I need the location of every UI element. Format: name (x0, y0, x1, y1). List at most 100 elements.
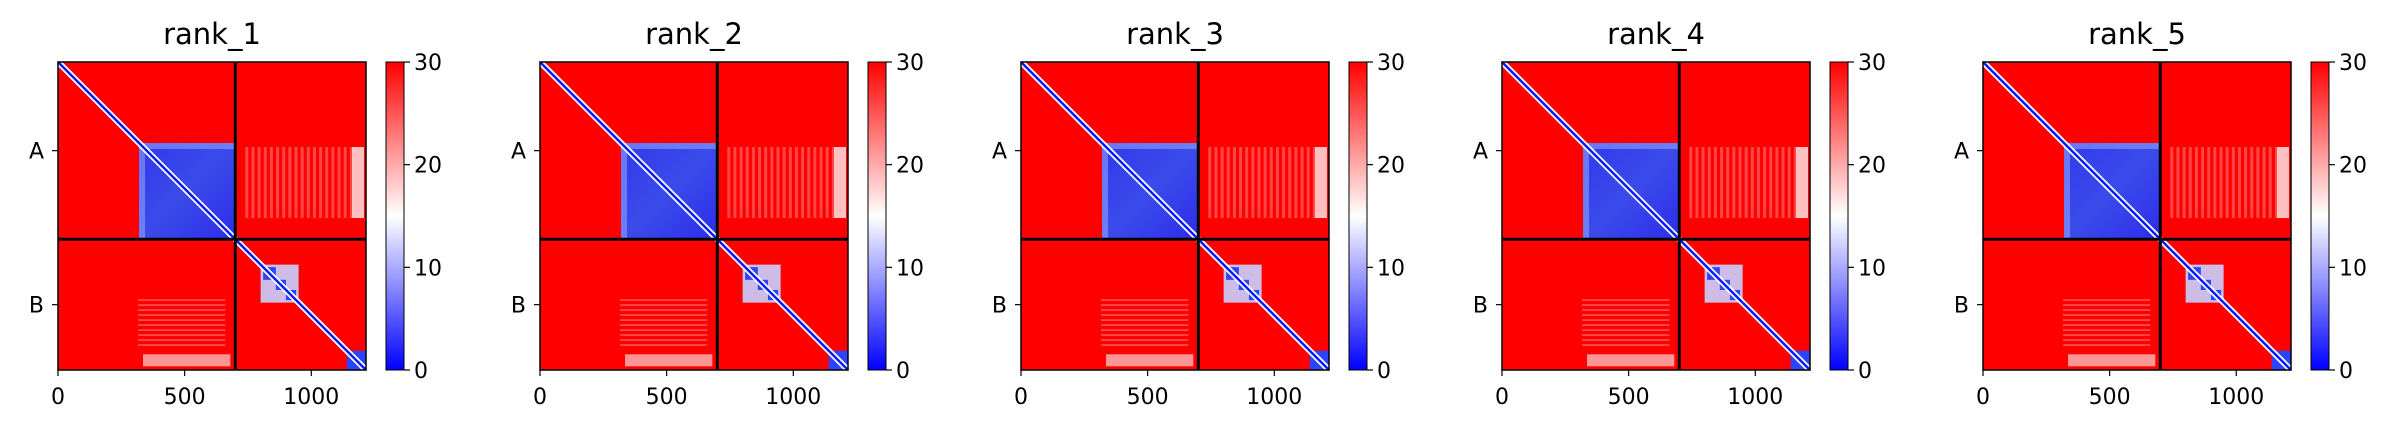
texture-stripe (2256, 147, 2260, 219)
texture-stripe (138, 304, 226, 306)
texture-stripe (2063, 334, 2151, 336)
texture-stripe (834, 147, 846, 219)
texture-stripe (1232, 147, 1236, 219)
x-tick-label: 0 (1976, 385, 1990, 410)
texture-stripe (1101, 329, 1189, 331)
texture-stripe (813, 147, 817, 219)
block-edge (1102, 143, 1199, 150)
colorbar-tick-label: 20 (2339, 154, 2367, 179)
texture-stripe (1582, 314, 1670, 316)
texture-stripe (2219, 147, 2223, 219)
texture-stripe (620, 299, 708, 301)
texture-stripe (620, 324, 708, 326)
texture-stripe (1781, 147, 1785, 219)
texture-stripe (2063, 314, 2151, 316)
texture-stripe (1101, 334, 1189, 336)
texture-stripe (2182, 147, 2186, 219)
y-tick-label: B (29, 294, 44, 319)
heatmap-panel: rank_4 A B 0 500 1000 0 10 20 30 (1473, 17, 1886, 410)
colorbar (385, 61, 405, 371)
colorbar-tick-label: 0 (896, 359, 910, 384)
texture-stripe (2063, 299, 2151, 301)
texture-stripe (1226, 147, 1230, 219)
texture-stripe (1713, 147, 1717, 219)
texture-stripe (1101, 319, 1189, 321)
x-tick-label: 1000 (283, 385, 339, 410)
texture-stripe (1732, 147, 1736, 219)
texture-stripe (727, 147, 731, 219)
panel-title: rank_3 (1126, 17, 1224, 51)
colorbar-tick-label: 20 (1858, 154, 1886, 179)
plot-frame (57, 61, 367, 371)
texture-stripe (2244, 147, 2248, 219)
texture-stripe (1796, 147, 1808, 219)
texture-stripe (1787, 147, 1791, 219)
texture-stripe (794, 147, 798, 219)
texture-stripe (1582, 319, 1670, 321)
texture-stripe (776, 147, 780, 219)
texture-stripe (1582, 299, 1670, 301)
texture-stripe (1689, 147, 1693, 219)
texture-stripe (1582, 344, 1670, 346)
texture-stripe (325, 147, 329, 219)
texture-stripe (337, 147, 341, 219)
texture-stripe (2250, 147, 2254, 219)
texture-stripe (1756, 147, 1760, 219)
texture-stripe (801, 147, 805, 219)
texture-stripe (2207, 147, 2211, 219)
texture-stripe (764, 147, 768, 219)
texture-stripe (251, 147, 255, 219)
texture-stripe (1282, 147, 1286, 219)
texture-stripe (1582, 309, 1670, 311)
texture-stripe (1208, 147, 1212, 219)
texture-stripe (1101, 324, 1189, 326)
plot-frame (539, 61, 849, 371)
texture-stripe (758, 147, 762, 219)
texture-stripe (1306, 147, 1310, 219)
texture-stripe (2225, 147, 2229, 219)
y-tick-label: A (29, 140, 44, 165)
texture-stripe (306, 147, 310, 219)
texture-stripe (2201, 147, 2205, 219)
texture-stripe (352, 147, 364, 219)
texture-stripe (1101, 339, 1189, 341)
texture-stripe (138, 319, 226, 321)
texture-stripe (831, 147, 835, 219)
texture-stripe (1582, 334, 1670, 336)
colorbar-tick-label: 20 (896, 154, 924, 179)
texture-stripe (1220, 147, 1224, 219)
colorbar-tick-label: 10 (896, 256, 924, 281)
x-tick-label: 0 (1014, 385, 1028, 410)
colorbar (867, 61, 887, 371)
texture-stripe (620, 319, 708, 321)
texture-stripe (1101, 309, 1189, 311)
texture-stripe (245, 147, 249, 219)
diagonal-line (1982, 61, 2292, 371)
y-tick-label: A (511, 140, 526, 165)
texture-stripe (2170, 147, 2174, 219)
texture-stripe (1582, 339, 1670, 341)
texture-stripe (138, 344, 226, 346)
texture-stripe (138, 324, 226, 326)
texture-stripe (620, 314, 708, 316)
texture-stripe (138, 329, 226, 331)
texture-stripe (1300, 147, 1304, 219)
texture-stripe (2063, 319, 2151, 321)
texture-stripe (782, 147, 786, 219)
block-edge (1102, 143, 1109, 240)
texture-stripe (1726, 147, 1730, 219)
texture-stripe (1582, 324, 1670, 326)
texture-stripe (2176, 147, 2180, 219)
block-edge (621, 143, 628, 240)
colorbar (1829, 61, 1849, 371)
texture-stripe (2063, 329, 2151, 331)
texture-stripe (1245, 147, 1249, 219)
texture-stripe (1720, 147, 1724, 219)
texture-stripe (288, 147, 292, 219)
diagonal-line (57, 61, 367, 371)
texture-stripe (343, 147, 347, 219)
texture-stripe (2274, 147, 2278, 219)
colorbar-tick-label: 10 (1858, 256, 1886, 281)
colorbar-tick-label: 30 (1377, 51, 1405, 76)
